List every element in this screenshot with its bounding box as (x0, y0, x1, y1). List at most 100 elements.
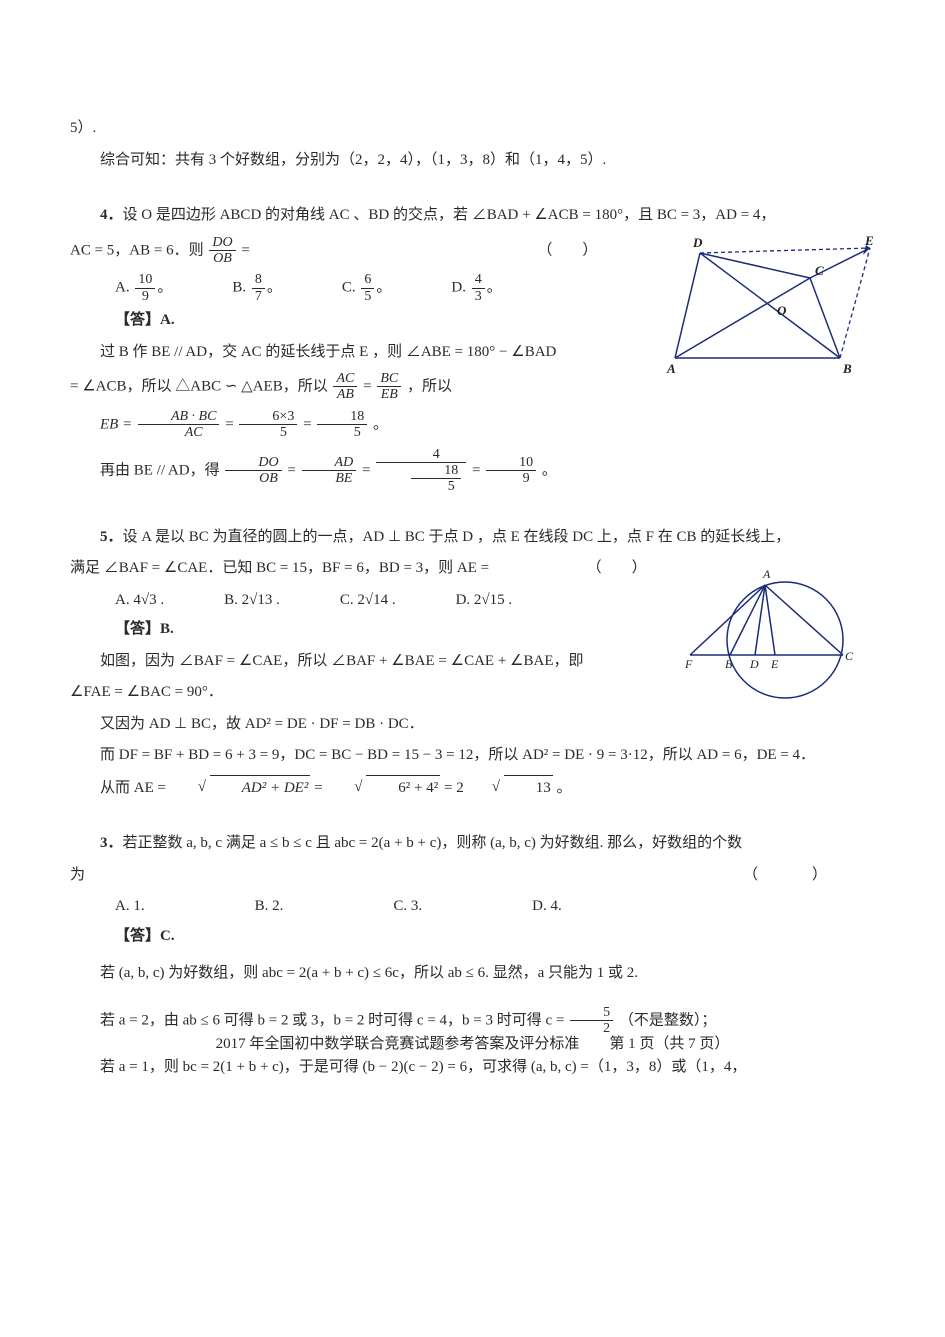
q4-sol3-f3n: 18 (317, 409, 367, 424)
q4-sol4-eq3: = (472, 462, 484, 478)
q4-sol3-f1d: AC (138, 424, 220, 440)
svg-text:D: D (692, 235, 703, 250)
q4-sol4-f1d: OB (225, 470, 281, 486)
svg-text:E: E (770, 657, 779, 671)
svg-text:C: C (845, 649, 854, 663)
q5-sol-5: 从而 AE = AD² + DE² = 6² + 4² = 213 。 (70, 775, 875, 802)
q3-sol-3: 若 a = 1，则 bc = 2(1 + b + c)，于是可得 (b − 2)… (70, 1055, 875, 1081)
q4-sol3-eq1: = (225, 416, 237, 432)
q3-opt-c: C. 3. (393, 894, 422, 920)
q5-opt-c-label: C. (340, 592, 354, 608)
q4-opt-b-label: B. (232, 280, 246, 296)
q3-opt-d: D. 4. (532, 894, 562, 920)
q4-sol4-f3n: 4 (376, 447, 466, 462)
page-footer: 2017 年全国初中数学联合竞赛试题参考答案及评分标准 第 1 页（共 7 页） (0, 1032, 945, 1058)
q5-opt-c: C. 2√14 . (340, 588, 396, 614)
question-4: A B C D E O 4．设 O 是四边形 ABCD 的对角线 AC 、BD … (70, 203, 875, 495)
q4-sol4-f3db: 5 (411, 478, 461, 494)
q4-sol2a: = ∠ACB，所以 △ABC ∽ △AEB，所以 (70, 378, 331, 394)
q5-opt-d-label: D. (456, 592, 471, 608)
q5-sol-3: 又因为 AD ⊥ BC，故 AD² = DE · DF = DB · DC． (70, 712, 875, 738)
q4-blank-paren: （ ） (537, 242, 597, 258)
q4-sol3-eb: EB = (100, 416, 136, 432)
q4-diagram-svg: A B C D E O (665, 233, 875, 378)
q4-opt-b-suffix: 。 (267, 280, 282, 296)
q4-opt-c-suffix: 。 (376, 280, 391, 296)
q4-sol3-f2d: 5 (239, 424, 297, 440)
q3-opt-d-label: D. (532, 898, 547, 914)
q4-opt-d: D. 43。 (451, 272, 501, 304)
q4-ratio: DO OB (209, 235, 235, 267)
q5-opt-b-val: 2√13 . (242, 592, 280, 608)
q5-opt-a: A. 4√3 . (115, 588, 164, 614)
q4-sol4-f2n: AD (302, 455, 357, 470)
q5-sqrt1: AD² + DE² (170, 775, 311, 802)
q5-sqrt2-rad: 6² + 4² (366, 775, 440, 802)
q5-number: 5． (100, 529, 123, 545)
q4-sol4-f2d: BE (302, 470, 357, 486)
q5-opt-a-val: 4√3 . (133, 592, 164, 608)
q3-stem-line1: 3．若正整数 a, b, c 满足 a ≤ b ≤ c 且 abc = 2(a … (70, 831, 875, 857)
q4-sol4-f4n: 10 (486, 455, 536, 470)
q3-sol2-fn: 5 (570, 1005, 613, 1020)
q3-opt-b: B. 2. (255, 894, 284, 920)
q5-figure: A F B D E C (675, 560, 875, 710)
q3-opt-a: A. 1. (115, 894, 145, 920)
q5-sol-4: 而 DF = BF + BD = 6 + 3 = 9，DC = BC − BD … (70, 743, 875, 769)
q4-sol4-end: 。 (542, 462, 557, 478)
q4-sol2-f1n: AC (333, 371, 357, 386)
q5-stem-a: 设 A 是以 BC 为直径的圆上的一点，AD ⊥ BC 于点 D ，点 E 在线… (123, 529, 791, 545)
q4-sol3-eq2: = (303, 416, 315, 432)
q4-sol3-f3d: 5 (317, 424, 367, 440)
q4-opt-a-den: 9 (135, 288, 155, 304)
q3-blank-paren: （ ） (743, 863, 875, 889)
q4-opt-c-num: 6 (361, 272, 374, 287)
q3-answer: 【答】C. (70, 924, 875, 950)
q4-opt-c-label: C. (342, 280, 356, 296)
q5-opt-d-val: 2√15 . (474, 592, 512, 608)
q3-options: A. 1. B. 2. C. 3. D. 4. (70, 894, 875, 920)
q5-sqrt3-rad: 13 (504, 775, 553, 802)
q4-stem-line1: 4．设 O 是四边形 ABCD 的对角线 AC 、BD 的交点，若 ∠BAD +… (70, 203, 875, 229)
svg-text:O: O (777, 303, 787, 318)
q4-sol4-f3d-nest: 185 (376, 462, 466, 495)
q3-opt-c-label: C. (393, 898, 407, 914)
q5-blank-paren: （ ） (587, 560, 647, 576)
q4-ratio-den: OB (209, 250, 235, 266)
q3-opt-c-val: 3. (411, 898, 422, 914)
q4-opt-c-den: 5 (361, 288, 374, 304)
q3-sol2-pre: 若 a = 2，由 ab ≤ 6 可得 b = 2 或 3，b = 2 时可得 … (100, 1012, 568, 1028)
q4-sol4-f3dt: 18 (411, 463, 461, 478)
q4-opt-d-suffix: 。 (487, 280, 502, 296)
q4-sol2-f1d: AB (333, 386, 357, 402)
q5-stem-b: 满足 ∠BAF = ∠CAE．已知 BC = 15，BF = 6，BD = 3，… (70, 560, 489, 576)
q5-stem-line1: 5．设 A 是以 BC 为直径的圆上的一点，AD ⊥ BC 于点 D ，点 E … (70, 525, 875, 551)
q5-opt-b-label: B. (224, 592, 238, 608)
q4-opt-d-num: 4 (472, 272, 485, 287)
svg-text:B: B (842, 361, 852, 376)
q5-opt-b: B. 2√13 . (224, 588, 280, 614)
q3-sol-1: 若 (a, b, c) 为好数组，则 abc = 2(a + b + c) ≤ … (70, 961, 875, 987)
q4-sol4a: 再由 BE // AD，得 (100, 462, 223, 478)
page: 5）. 综合可知：共有 3 个好数组，分别为（2，2，4），（1，3，8）和（1… (0, 0, 945, 1337)
q5-sol5-end: 。 (556, 780, 571, 796)
q4-opt-a-label: A. (115, 280, 130, 296)
q4-opt-b-num: 8 (252, 272, 265, 287)
svg-text:B: B (725, 657, 733, 671)
q5-sol5-pre: 从而 AE = (100, 780, 170, 796)
q5-sqrt2: 6² + 4² (326, 775, 440, 802)
svg-text:E: E (864, 233, 874, 248)
q3-opt-a-val: 1. (133, 898, 144, 914)
q5-diagram-svg: A F B D E C (675, 560, 875, 710)
q4-opt-a-suffix: 。 (157, 280, 172, 296)
q4-sol3-end: 。 (373, 416, 388, 432)
q4-sol2-f2d: EB (377, 386, 401, 402)
svg-text:C: C (815, 263, 824, 278)
q4-sol3-f1n: AB · BC (138, 409, 220, 424)
q4-sol4-f4d: 9 (486, 470, 536, 486)
q4-opt-d-label: D. (451, 280, 466, 296)
q4-opt-a-num: 10 (135, 272, 155, 287)
q3-stem-a: 若正整数 a, b, c 满足 a ≤ b ≤ c 且 abc = 2(a + … (123, 835, 743, 851)
q4-sol-3: EB = AB · BCAC = 6×35 = 185 。 (70, 409, 875, 441)
q4-figure: A B C D E O (665, 233, 875, 378)
